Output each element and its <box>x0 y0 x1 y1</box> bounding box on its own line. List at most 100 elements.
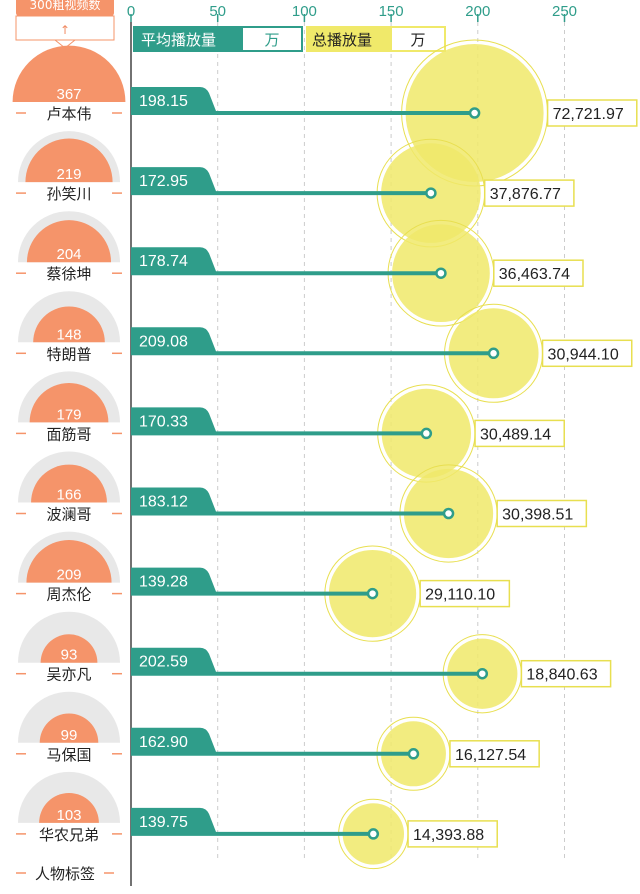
row-10: 103 华农兄弟 <box>16 771 122 844</box>
video-count: 103 <box>56 807 81 824</box>
avg-point <box>425 187 437 199</box>
row-1: 367 卢本伟 <box>12 45 126 123</box>
legend: 平均播放量 万 总播放量 万 <box>133 26 446 52</box>
total-label: 18,840.63 <box>526 667 597 684</box>
avg-bar <box>131 247 441 276</box>
person-name: 华农兄弟 <box>39 826 99 844</box>
total-label: 37,876.77 <box>490 186 561 203</box>
avg-label: 139.28 <box>139 574 188 591</box>
gauge-fill <box>25 138 113 183</box>
row-3: 204 蔡徐坤 <box>16 211 122 283</box>
avg-label: 198.15 <box>139 93 188 110</box>
video-count: 179 <box>56 406 81 423</box>
total-label-box <box>520 659 612 688</box>
person-name: 面筋哥 <box>46 425 91 443</box>
person-name: 马保国 <box>46 746 91 764</box>
gauge-fill <box>31 464 107 503</box>
legend-total-unit: 万 <box>410 31 425 49</box>
row-6: 166 波澜哥 <box>16 451 122 524</box>
person-name: 周杰伦 <box>46 586 91 604</box>
avg-label: 162.90 <box>139 734 188 751</box>
legend-avg-label: 平均播放量 <box>141 31 216 49</box>
video-count: 148 <box>56 326 81 343</box>
avg-bar <box>131 167 431 196</box>
avg-label: 209.08 <box>139 333 188 350</box>
total-label-box <box>483 179 575 207</box>
avg-point <box>407 748 420 760</box>
total-label: 30,944.10 <box>548 346 619 363</box>
total-label-box <box>449 740 540 768</box>
avg-point <box>487 347 500 360</box>
avg-point <box>367 828 380 840</box>
tick-label-200: 200 <box>465 3 490 20</box>
total-label: 72,721.97 <box>553 106 624 123</box>
avg-bar <box>131 647 483 676</box>
avg-point <box>366 587 379 600</box>
tick-label-50: 50 <box>209 3 226 20</box>
total-label: 29,110.10 <box>425 587 495 604</box>
avg-label: 139.75 <box>139 814 188 831</box>
total-label: 14,393.88 <box>413 827 484 844</box>
gauge-fill <box>33 306 105 343</box>
gauge-fill <box>12 45 126 102</box>
avg-bar <box>131 727 414 756</box>
avg-point <box>420 427 433 440</box>
total-label: 16,127.54 <box>455 747 526 764</box>
row-4: 148 特朗普 <box>16 291 122 363</box>
tick-label-150: 150 <box>379 3 404 20</box>
total-label-box <box>493 259 584 287</box>
person-name: 卢本伟 <box>46 105 91 123</box>
avg-label: 183.12 <box>139 494 188 511</box>
total-label-box <box>419 579 511 608</box>
avg-bar <box>131 807 374 836</box>
legend-total-label: 总播放量 <box>312 31 372 49</box>
avg-label: 202.59 <box>139 654 188 671</box>
person-name: 特朗普 <box>46 345 91 363</box>
tick-label-250: 250 <box>552 3 577 20</box>
gauge-fill <box>26 220 112 263</box>
avg-label: 178.74 <box>139 253 188 270</box>
total-label: 30,398.51 <box>502 507 573 524</box>
avg-point <box>435 267 447 279</box>
avg-point <box>442 507 455 520</box>
row-2: 219 孙笑川 <box>16 131 122 203</box>
top-arrow-box <box>15 15 115 41</box>
row-7: 209 周杰伦 <box>16 531 122 604</box>
video-count: 93 <box>61 647 78 664</box>
top-tag-box <box>16 0 114 16</box>
total-label-box <box>541 339 633 368</box>
person-name: 蔡徐坤 <box>46 265 91 283</box>
video-count: 219 <box>56 166 81 183</box>
gauge-fill <box>39 713 99 743</box>
person-name: 波澜哥 <box>46 506 91 524</box>
person-name: 孙笑川 <box>46 185 91 203</box>
gauge-fill <box>26 540 112 583</box>
top-tag-label: 300粗视频数 <box>30 0 101 12</box>
legend-total-unit-box <box>392 28 444 50</box>
row-8: 93 吴亦凡 <box>16 611 122 684</box>
top-arrow-pointer <box>53 39 77 49</box>
avg-point <box>468 107 481 119</box>
avg-point <box>476 667 489 680</box>
avg-label: 172.95 <box>139 173 188 190</box>
avg-bar <box>131 407 427 436</box>
video-count: 209 <box>56 567 81 584</box>
gauge-fill <box>40 634 98 663</box>
x-axis-ticks: 0 50 100 150 200 250 <box>127 3 577 22</box>
avg-bar <box>131 87 475 115</box>
avg-bar <box>131 567 373 596</box>
total-label-box <box>546 99 638 127</box>
total-label-box <box>496 499 588 528</box>
video-count: 204 <box>56 246 81 263</box>
row-5: 179 面筋哥 <box>16 371 122 443</box>
gauge-fill <box>29 383 109 423</box>
avg-label: 170.33 <box>139 413 188 430</box>
video-count: 99 <box>61 727 78 744</box>
total-label: 36,463.74 <box>499 266 570 283</box>
legend-avg-unit-box <box>243 28 301 50</box>
tick-label-100: 100 <box>292 3 317 20</box>
gauge-fill <box>39 793 99 823</box>
top-arrow: ↑ <box>60 23 70 37</box>
total-label: 30,489.14 <box>480 426 551 443</box>
